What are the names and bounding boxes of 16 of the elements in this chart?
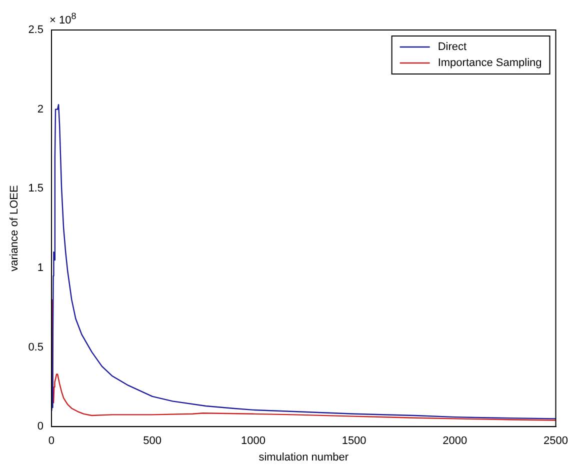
x-axis-title: simulation number <box>258 451 349 464</box>
y-tick-label: 1 <box>37 262 44 274</box>
y-tick-label: 2.5 <box>28 24 44 36</box>
x-tick-label: 1500 <box>342 435 366 448</box>
legend-label: Direct <box>438 41 467 54</box>
y-tick-label: 0.5 <box>28 341 44 354</box>
legend-label: Importance Sampling <box>438 57 542 70</box>
x-tick-label: 2500 <box>544 435 568 448</box>
y-tick-label: 2 <box>37 103 44 116</box>
x-tick-label: 1000 <box>240 435 266 448</box>
y-axis-title: variance of LOEE <box>8 185 21 272</box>
x-tick-label: 500 <box>143 435 162 448</box>
y-tick-label: 1.5 <box>28 182 44 195</box>
y-tick-label: 0 <box>37 420 44 433</box>
x-tick-label: 0 <box>48 435 55 448</box>
x-tick-label: 2000 <box>442 435 468 448</box>
